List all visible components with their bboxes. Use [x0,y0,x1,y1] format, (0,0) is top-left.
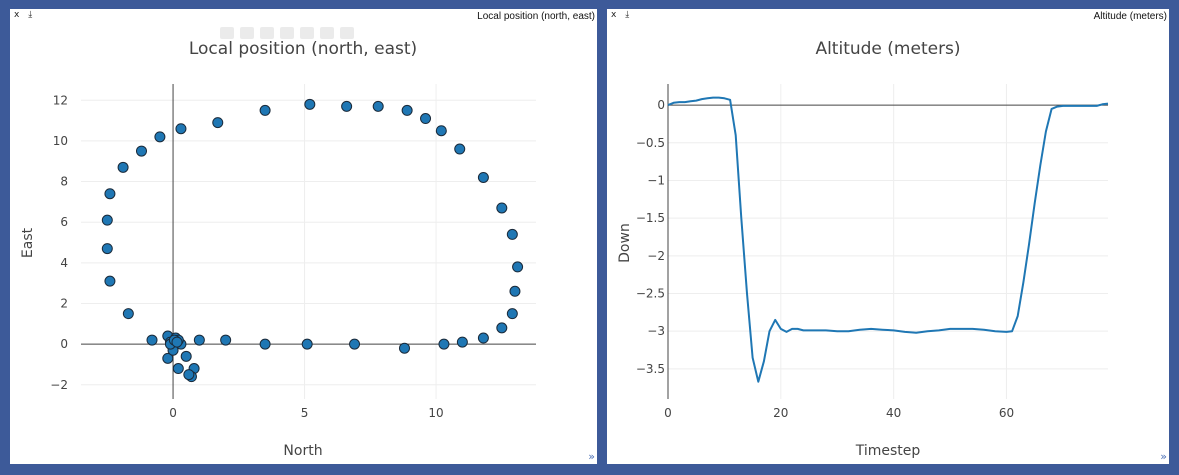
data-point [180,350,192,362]
x-tick-label: 0 [664,406,672,420]
y-tick-label: 12 [53,93,68,107]
right-chart-panel: x ⤓ Altitude (meters) 0 20 40 60 0 −0.5 −1 −1.5… [607,9,1169,464]
zoom-out-icon[interactable] [300,27,314,39]
autoscale-icon[interactable] [320,27,334,39]
x-axis-label: North [283,443,322,459]
data-point [454,143,466,155]
data-point [438,338,450,350]
data-point [259,104,271,116]
x-tick-label: 20 [773,406,788,420]
y-tick-label: −2 [647,249,665,263]
altitude-series-line [667,96,1109,383]
left-modebar [220,27,354,39]
data-point [104,188,116,200]
chart-title: Altitude (meters) [815,39,960,59]
download-icon[interactable]: ⤓ [625,10,630,20]
resize-handle-icon[interactable]: » [1160,450,1167,463]
zoom-in-icon[interactable] [280,27,294,39]
data-point [175,123,187,135]
chart-title: Local position (north, east) [189,39,417,59]
x-tick-label: 10 [428,406,443,420]
data-point [477,332,489,344]
y-tick-label: −3.5 [636,362,665,376]
data-point [435,125,447,137]
resize-handle-icon[interactable]: » [588,450,595,463]
x-tick-label: 60 [999,406,1014,420]
data-point [372,100,384,112]
home-icon[interactable] [340,27,354,39]
data-point [477,171,489,183]
x-tick-label: 40 [886,406,901,420]
data-point [509,285,521,297]
y-tick-label: −2 [50,378,68,392]
data-point [117,161,129,173]
data-point [506,308,518,320]
x-tick-label: 5 [301,406,309,420]
y-tick-label: −1.5 [636,211,665,225]
camera-icon[interactable] [220,27,234,39]
data-point [420,113,432,125]
y-tick-label: −0.5 [636,136,665,150]
left-chart-panel: x ⤓ Local position (north, east) 0 5 10 −2 0… [10,9,597,464]
y-tick-label: 0 [657,98,665,112]
close-icon[interactable]: x [611,10,617,20]
y-tick-label: 6 [60,215,68,229]
close-icon[interactable]: x [14,10,20,20]
left-panel-controls: x ⤓ [14,10,38,20]
y-tick-label: 8 [60,175,68,189]
y-tick-label: 10 [53,134,68,148]
download-icon[interactable]: ⤓ [28,10,33,20]
data-point [506,228,518,240]
data-point [162,352,174,364]
x-axis-label: Timestep [855,443,921,459]
data-point [183,369,195,381]
right-panel-controls: x ⤓ [611,10,635,20]
data-point [220,334,232,346]
data-point [259,338,271,350]
data-point [146,334,158,346]
y-tick-label: 2 [60,296,68,310]
x-tick-label: 0 [169,406,177,420]
pan-icon[interactable] [260,27,274,39]
data-point [154,131,166,143]
data-point [212,117,224,129]
data-point [101,243,113,255]
data-point [172,363,184,375]
y-axis-label: East [20,227,36,258]
zoom-icon[interactable] [240,27,254,39]
y-tick-label: −2.5 [636,286,665,300]
data-point [304,98,316,110]
y-tick-label: 4 [60,256,68,270]
right-panel-caption: Altitude (meters) [1093,11,1167,22]
left-panel-caption: Local position (north, east) [477,11,595,22]
y-axis-label: Down [617,223,633,263]
altitude-line-chart: 0 20 40 60 0 −0.5 −1 −1.5 −2 −2.5 −3 −3.5 Altitude (… [617,39,1109,459]
data-point [401,104,413,116]
data-point [193,334,205,346]
data-point [512,261,524,273]
data-point [496,202,508,214]
data-point [496,322,508,334]
data-point [101,214,113,226]
data-point [456,336,468,348]
y-tick-label: −1 [647,173,665,187]
position-scatter-chart: 0 5 10 −2 0 2 4 6 8 10 12 Local position (north, ea… [20,39,536,459]
data-point [104,275,116,287]
y-tick-label: −3 [647,324,665,338]
data-point [398,342,410,354]
data-point [301,338,313,350]
y-tick-label: 0 [60,337,68,351]
data-point [171,336,183,348]
data-point [122,308,134,320]
data-point [341,100,353,112]
data-point [349,338,361,350]
data-point [135,145,147,157]
